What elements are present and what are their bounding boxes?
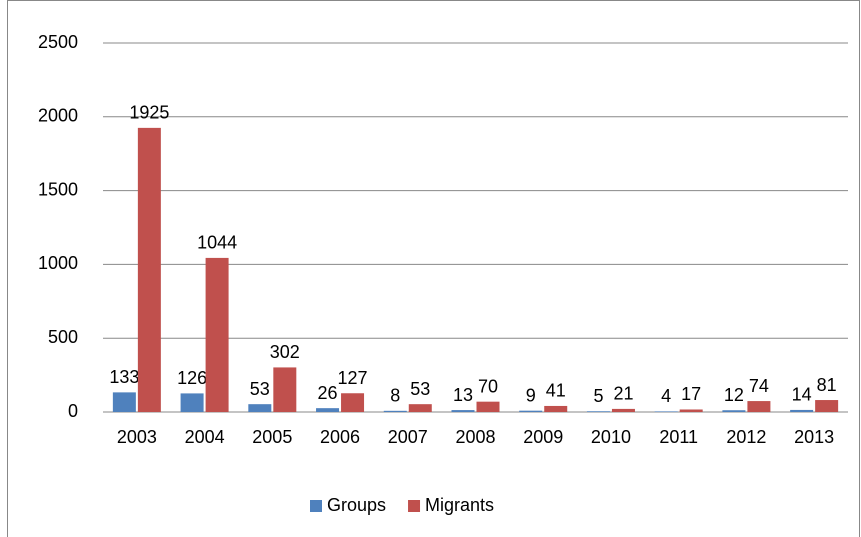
x-tick-label: 2011: [659, 427, 698, 447]
data-label: 17: [681, 384, 701, 404]
bar: [790, 409, 814, 412]
data-label: 1925: [129, 103, 169, 123]
x-tick-label: 2012: [726, 427, 766, 447]
data-label: 4: [661, 386, 671, 406]
data-label: 13: [453, 385, 473, 405]
bar: [341, 393, 365, 412]
bar: [476, 401, 500, 412]
data-label: 133: [109, 367, 139, 387]
bar: [316, 408, 340, 412]
data-label: 81: [817, 375, 837, 395]
bar: [383, 410, 407, 412]
legend-label: Groups: [327, 495, 386, 515]
bar: [747, 401, 771, 412]
x-tick-label: 2009: [523, 427, 563, 447]
y-tick-label: 1500: [38, 179, 78, 199]
data-label: 21: [613, 384, 633, 404]
y-tick-label: 2000: [38, 106, 78, 126]
legend-label: Migrants: [425, 495, 494, 515]
bar: [586, 411, 610, 412]
x-tick-label: 2010: [591, 427, 631, 447]
data-label: 53: [250, 379, 270, 399]
x-tick-label: 2007: [388, 427, 428, 447]
data-label: 8: [390, 386, 400, 406]
y-tick-label: 1000: [38, 253, 78, 273]
y-tick-label: 500: [48, 327, 78, 347]
y-tick-label: 2500: [38, 32, 78, 52]
legend-swatch: [310, 500, 322, 512]
bar: [137, 127, 161, 413]
x-tick-label: 2005: [252, 427, 292, 447]
bar: [180, 393, 204, 412]
bar: [611, 408, 635, 412]
y-tick-label: 0: [68, 401, 78, 421]
data-label: 74: [749, 376, 769, 396]
bar: [815, 400, 839, 412]
chart-border: [7, 0, 860, 537]
bar: [205, 257, 229, 412]
data-label: 127: [338, 368, 368, 388]
bar: [722, 410, 746, 412]
data-label: 12: [724, 385, 744, 405]
x-tick-label: 2003: [117, 427, 157, 447]
data-label: 53: [410, 379, 430, 399]
x-tick-label: 2006: [320, 427, 360, 447]
data-label: 70: [478, 376, 498, 396]
data-label: 26: [318, 383, 338, 403]
bar: [544, 405, 568, 412]
bar: [273, 367, 297, 412]
x-tick-label: 2008: [455, 427, 495, 447]
bar: [408, 404, 432, 412]
bar: [248, 404, 272, 412]
bar: [679, 409, 703, 412]
data-label: 1044: [197, 233, 237, 253]
x-tick-label: 2004: [185, 427, 225, 447]
data-label: 5: [593, 386, 603, 406]
data-label: 14: [792, 385, 812, 405]
legend-swatch: [408, 500, 421, 512]
data-label: 126: [177, 368, 207, 388]
bar: [451, 410, 475, 412]
bar: [519, 410, 543, 412]
x-tick-label: 2013: [794, 427, 834, 447]
bar: [112, 392, 136, 412]
bar: [654, 411, 678, 412]
data-label: 302: [270, 342, 300, 362]
data-label: 9: [526, 385, 536, 405]
data-label: 41: [546, 381, 566, 401]
